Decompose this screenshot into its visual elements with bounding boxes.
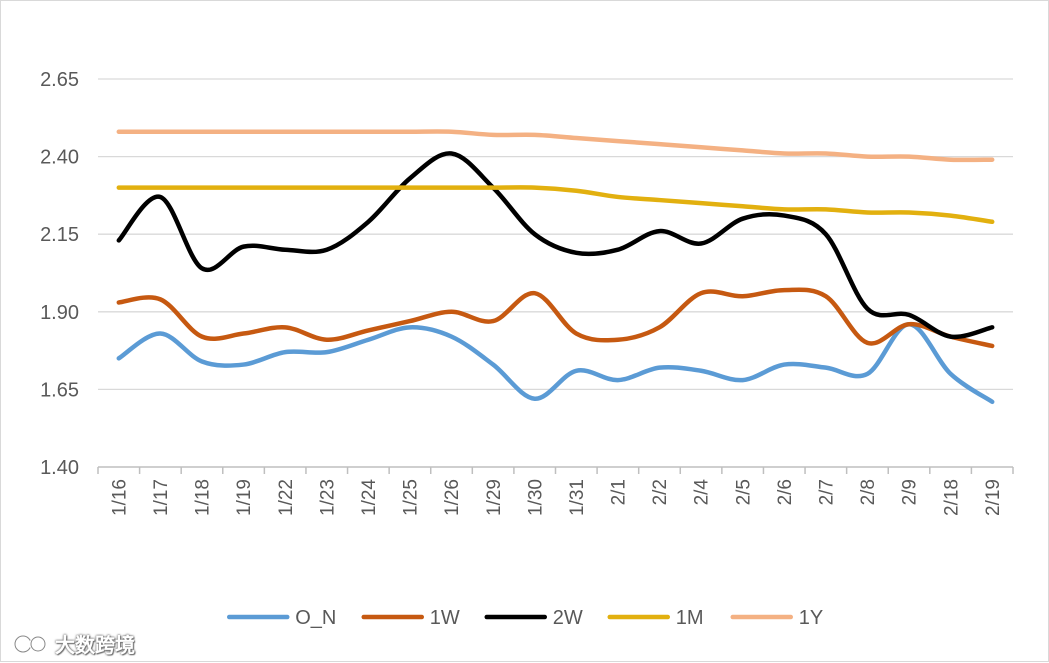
x-tick-label: 2/5 xyxy=(733,479,754,505)
watermark: 大数跨境 xyxy=(13,629,135,658)
legend-label: 1M xyxy=(676,607,704,629)
y-axis-ticks: 1.40 1.65 1.90 2.15 2.40 2.65 xyxy=(40,69,79,479)
legend-label: 2W xyxy=(553,607,583,629)
x-tick-label: 1/29 xyxy=(484,479,505,516)
x-tick-label: 2/4 xyxy=(692,479,713,506)
legend-item: 2W xyxy=(484,607,583,629)
legend-item: 1Y xyxy=(730,607,823,629)
y-tick-label: 2.40 xyxy=(40,147,79,169)
series-line-1y xyxy=(116,129,995,163)
y-tick-label: 1.90 xyxy=(40,302,79,324)
x-tick-label: 1/24 xyxy=(359,479,380,516)
y-tick-label: 1.40 xyxy=(40,457,79,479)
legend-label: 1W xyxy=(430,607,460,629)
series-line-1w xyxy=(116,287,995,349)
x-tick-label: 1/18 xyxy=(193,479,214,516)
x-tick-label: 1/31 xyxy=(567,479,588,516)
series-line-2w xyxy=(116,151,995,340)
x-tick-label: 1/22 xyxy=(276,479,297,516)
x-tick-label: 1/23 xyxy=(317,479,338,516)
y-tick-label: 2.15 xyxy=(40,224,79,246)
series-lines xyxy=(116,129,995,405)
legend-label: 1Y xyxy=(799,607,823,629)
legend-item: 1M xyxy=(607,607,704,629)
x-tick-label: 2/1 xyxy=(609,479,630,505)
x-tick-label: 2/8 xyxy=(858,479,879,505)
x-tick-label: 1/16 xyxy=(109,479,130,516)
legend-item: O_N xyxy=(227,607,336,629)
series-line-1m xyxy=(116,185,995,225)
x-tick-label: 1/25 xyxy=(401,479,422,516)
x-tick-label: 2/7 xyxy=(816,479,837,505)
y-tick-label: 1.65 xyxy=(40,379,79,401)
x-tick-label: 2/18 xyxy=(941,479,962,516)
legend: O_N 1W 2W 1M 1Y xyxy=(227,607,823,629)
x-tick-label: 1/19 xyxy=(234,479,255,516)
watermark-text: 大数跨境 xyxy=(55,633,135,657)
legend-item: 1W xyxy=(361,607,460,629)
x-tick-label: 1/30 xyxy=(525,479,546,516)
x-tick-label: 2/19 xyxy=(983,479,1004,516)
series-line-o-n xyxy=(116,321,995,405)
x-tick-label: 1/26 xyxy=(442,479,463,516)
watermark-logo-icon xyxy=(13,634,47,653)
x-tick-label: 2/6 xyxy=(775,479,796,505)
y-tick-label: 2.65 xyxy=(40,69,79,91)
legend-label: O_N xyxy=(295,607,336,629)
x-tick-label: 1/17 xyxy=(151,479,172,516)
x-tick-label: 2/2 xyxy=(650,479,671,505)
x-tick-label: 2/9 xyxy=(900,479,921,505)
x-axis: 1/16 1/17 1/18 1/19 1/22 1/23 1/24 1/25 1/26 1/29… xyxy=(97,466,1014,516)
